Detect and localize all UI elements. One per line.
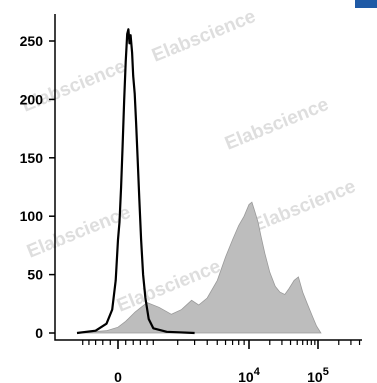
y-tick-label: 50 bbox=[27, 267, 43, 283]
watermark-text: Elabscience bbox=[19, 56, 129, 117]
histogram-line-series bbox=[76, 28, 195, 335]
x-axis: 0104105106 bbox=[82, 340, 377, 383]
y-tick-label: 150 bbox=[20, 150, 44, 166]
watermark-text: Elabscience bbox=[249, 176, 359, 237]
watermark-layer: Elabscience Elabscience Elabscience Elab… bbox=[19, 6, 359, 317]
x-tick-label: 105 bbox=[307, 366, 329, 383]
y-tick-label: 250 bbox=[20, 33, 44, 49]
x-tick-label: 104 bbox=[238, 366, 261, 383]
y-axis: 0 50 100 150 200 250 bbox=[20, 33, 55, 341]
series-layer bbox=[76, 28, 322, 335]
watermark-text: Elabscience bbox=[149, 6, 259, 67]
y-tick-label: 0 bbox=[35, 325, 43, 341]
x-tick-exponent: 5 bbox=[323, 366, 329, 378]
plot-frame bbox=[54, 14, 362, 341]
y-tick-label: 100 bbox=[20, 208, 44, 224]
watermark-text: Elabscience bbox=[222, 94, 332, 155]
histogram-filled-series bbox=[76, 201, 322, 334]
x-tick-label: 0 bbox=[114, 369, 122, 383]
x-tick-exponent: 4 bbox=[254, 366, 261, 378]
brand-corner bbox=[355, 0, 377, 8]
y-tick-label: 200 bbox=[20, 91, 44, 107]
